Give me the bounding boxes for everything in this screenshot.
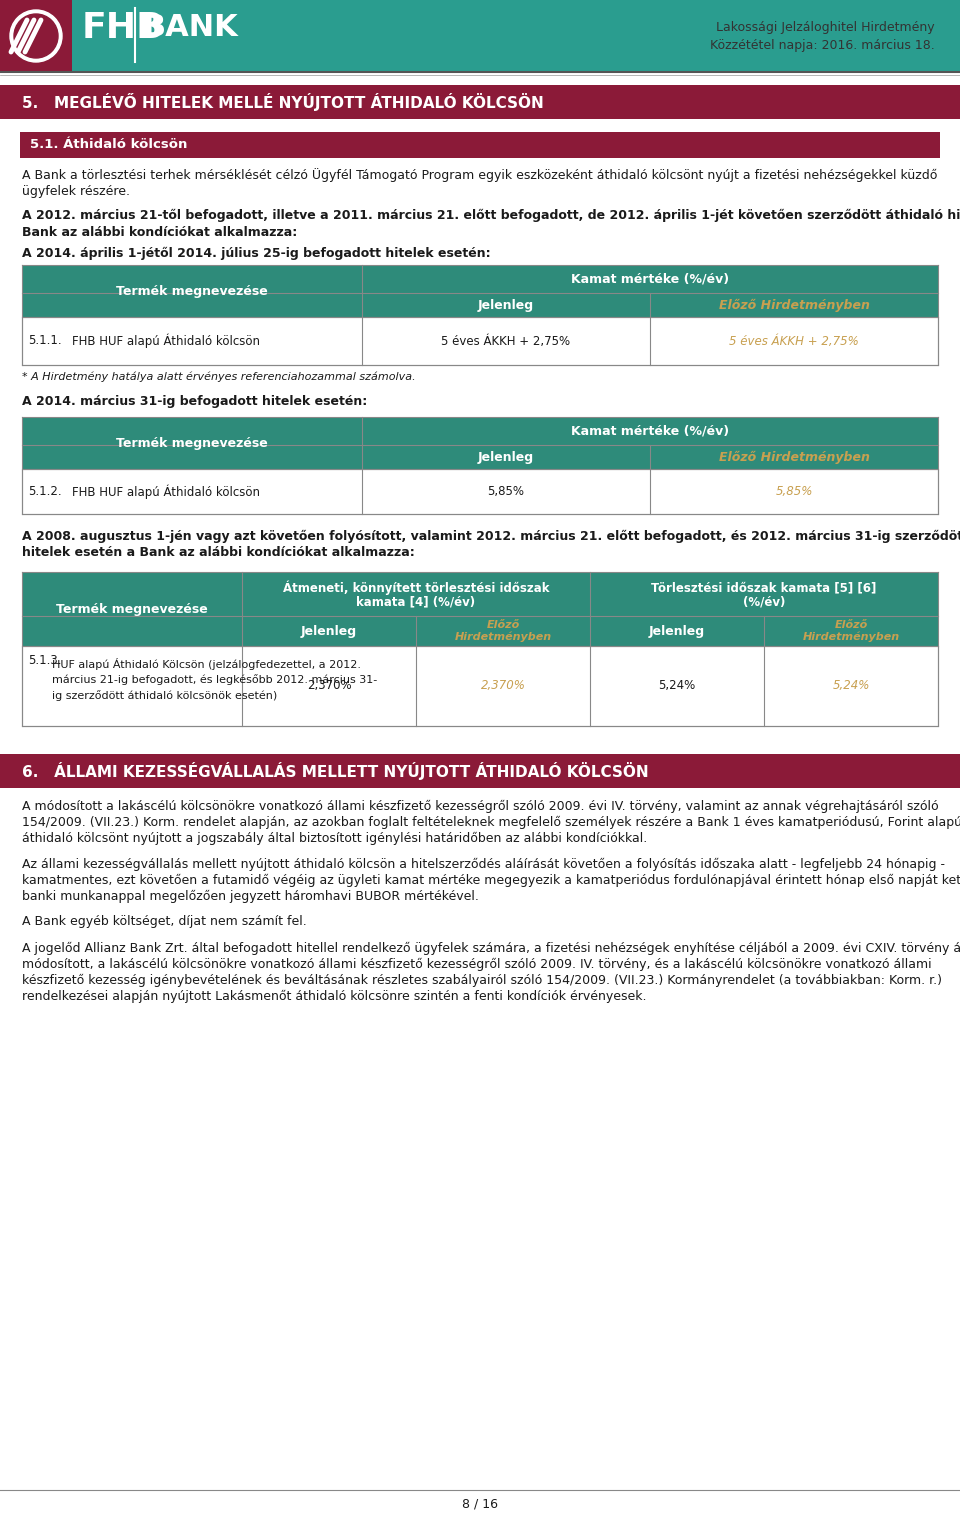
Text: 5 éves ÁKKH + 2,75%: 5 éves ÁKKH + 2,75% [442,334,570,348]
Text: Kamat mértéke (%/év): Kamat mértéke (%/év) [571,425,729,437]
Text: 5.1.2.: 5.1.2. [28,486,61,498]
Text: 8 / 16: 8 / 16 [462,1498,498,1510]
Text: hitelek esetén a Bank az alábbi kondíciókat alkalmazza:: hitelek esetén a Bank az alábbi kondíció… [22,546,415,560]
Bar [22,616,938,646]
Text: ig szerződött áthidaló kölcsönök esetén): ig szerződött áthidaló kölcsönök esetén) [52,690,277,702]
Text: 154/2009. (VII.23.) Korm. rendelet alapján, az azokban foglalt feltételeknek meg: 154/2009. (VII.23.) Korm. rendelet alapj… [22,816,960,829]
Text: 5,24%: 5,24% [832,679,870,693]
Text: 5.1.1.: 5.1.1. [28,334,61,348]
Bar [22,294,938,318]
Text: FHB HUF alapú Áthidaló kölcsön: FHB HUF alapú Áthidaló kölcsön [72,484,260,499]
Text: 5,85%: 5,85% [776,486,813,498]
Text: 2,370%: 2,370% [481,679,525,693]
Text: 6.   ÁLLAMI KEZESSÉGVÁLLALÁS MELLETT NYÚJTOTT ÁTHIDALÓ KÖLCSÖN: 6. ÁLLAMI KEZESSÉGVÁLLALÁS MELLETT NYÚJT… [22,763,649,781]
Text: A Bank a törlesztési terhek mérséklését célzó Ügyfél Támogató Program egyik eszk: A Bank a törlesztési terhek mérséklését … [22,168,937,182]
Bar [22,572,938,616]
Text: Jelenleg: Jelenleg [300,625,357,637]
Text: A módosított a lakáscélú kölcsönökre vonatkozó állami készfizető kezességről szó: A módosított a lakáscélú kölcsönökre von… [22,799,939,812]
Text: 5,24%: 5,24% [659,679,696,693]
Text: Átmeneti, könnyített törlesztési időszak: Átmeneti, könnyített törlesztési időszak [283,581,549,595]
Text: Lakossági Jelzáloghitel Hirdetmény: Lakossági Jelzáloghitel Hirdetmény [716,21,935,35]
Text: Kamat mértéke (%/év): Kamat mértéke (%/év) [571,272,729,286]
Text: banki munkanappal megelőzően jegyzett háromhavi BUBOR mértékével.: banki munkanappal megelőzően jegyzett há… [22,890,479,903]
Bar [0,85,960,120]
Bar [22,418,938,445]
Text: Termék megnevezése: Termék megnevezése [56,602,208,616]
Circle shape [14,14,58,57]
Text: (%/év): (%/év) [743,596,785,608]
Bar [0,0,960,73]
Bar [22,445,938,469]
Text: 5.1. Áthidaló kölcsön: 5.1. Áthidaló kölcsön [30,139,187,151]
Text: FHB: FHB [82,11,164,45]
Text: A 2012. március 21-től befogadott, illetve a 2011. március 21. előtt befogadott,: A 2012. március 21-től befogadott, illet… [22,209,960,221]
Text: A 2014. április 1-jétől 2014. július 25-ig befogadott hitelek esetén:: A 2014. április 1-jétől 2014. július 25-… [22,247,491,260]
Text: Bank az alábbi kondíciókat alkalmazza:: Bank az alábbi kondíciókat alkalmazza: [22,225,298,239]
Text: A jogelőd Allianz Bank Zrt. által befogadott hitellel rendelkező ügyfelek számár: A jogelőd Allianz Bank Zrt. által befoga… [22,941,960,955]
Bar [20,132,940,157]
Bar [22,469,938,514]
Text: Közzététel napja: 2016. március 18.: Közzététel napja: 2016. március 18. [710,39,935,53]
Bar [0,0,72,73]
Text: március 21-ig befogadott, és legkésőbb 2012. március 31-: március 21-ig befogadott, és legkésőbb 2… [52,675,377,685]
Text: A Bank egyéb költséget, díjat nem számít fel.: A Bank egyéb költséget, díjat nem számít… [22,915,307,929]
Text: Az állami kezességvállalás mellett nyújtott áthidaló kölcsön a hitelszerződés al: Az állami kezességvállalás mellett nyújt… [22,858,945,870]
Text: áthidaló kölcsönt nyújtott a jogszabály által biztosított igénylési határidőben : áthidaló kölcsönt nyújtott a jogszabály … [22,832,647,844]
Text: kamata [4] (%/év): kamata [4] (%/év) [356,596,475,608]
Text: ügyfelek részére.: ügyfelek részére. [22,186,130,198]
Text: A 2014. március 31-ig befogadott hitelek esetén:: A 2014. március 31-ig befogadott hitelek… [22,395,368,407]
Text: kamatmentes, ezt követően a futamidő végéig az ügyleti kamat mértéke megegyezik : kamatmentes, ezt követően a futamidő vég… [22,873,960,887]
Text: 5,85%: 5,85% [488,486,524,498]
Text: 2,370%: 2,370% [306,679,351,693]
Text: Előző Hirdetményben: Előző Hirdetményben [719,298,870,312]
Text: módosított, a lakáscélú kölcsönökre vonatkozó állami készfizető kezességről szól: módosított, a lakáscélú kölcsönökre vona… [22,958,931,970]
Text: Előző Hirdetményben: Előző Hirdetményben [719,451,870,463]
Text: BANK: BANK [142,14,238,42]
Text: Előző
Hirdetményben: Előző Hirdetményben [454,620,552,642]
Text: * A Hirdetmény hatálya alatt érvényes referenciahozammal számolva.: * A Hirdetmény hatálya alatt érvényes re… [22,372,416,383]
Bar [22,318,938,365]
Text: 5 éves ÁKKH + 2,75%: 5 éves ÁKKH + 2,75% [730,334,859,348]
Text: 5.1.3.: 5.1.3. [28,654,61,667]
Text: Termék megnevezése: Termék megnevezése [116,284,268,298]
Text: Jelenleg: Jelenleg [649,625,705,637]
Text: FHB HUF alapú Áthidaló kölcsön: FHB HUF alapú Áthidaló kölcsön [72,334,260,348]
Bar [22,646,938,726]
Text: készfizető kezesség igénybevételének és beváltásának részletes szabályairól szól: készfizető kezesség igénybevételének és … [22,973,942,986]
Text: Jelenleg: Jelenleg [478,298,534,312]
Text: Termék megnevezése: Termék megnevezése [116,436,268,449]
Text: A 2008. augusztus 1-jén vagy azt követően folyósított, valamint 2012. március 21: A 2008. augusztus 1-jén vagy azt követőe… [22,530,960,543]
Text: Törlesztési időszak kamata [5] [6]: Törlesztési időszak kamata [5] [6] [651,581,876,595]
Text: Jelenleg: Jelenleg [478,451,534,463]
Bar [22,265,938,294]
Text: Előző
Hirdetményben: Előző Hirdetményben [803,620,900,642]
Text: rendelkezései alapján nyújtott Lakásmenőt áthidaló kölcsönre szintén a fenti kon: rendelkezései alapján nyújtott Lakásmenő… [22,990,646,1003]
Text: HUF alapú Áthidaló Kölcsön (jelzálogfedezettel, a 2012.: HUF alapú Áthidaló Kölcsön (jelzálogfede… [52,658,361,670]
Text: 5.   MEGLÉVŐ HITELEK MELLÉ NYÚJTOTT ÁTHIDALÓ KÖLCSÖN: 5. MEGLÉVŐ HITELEK MELLÉ NYÚJTOTT ÁTHIDA… [22,92,543,110]
Circle shape [10,11,62,62]
Bar [0,753,960,788]
